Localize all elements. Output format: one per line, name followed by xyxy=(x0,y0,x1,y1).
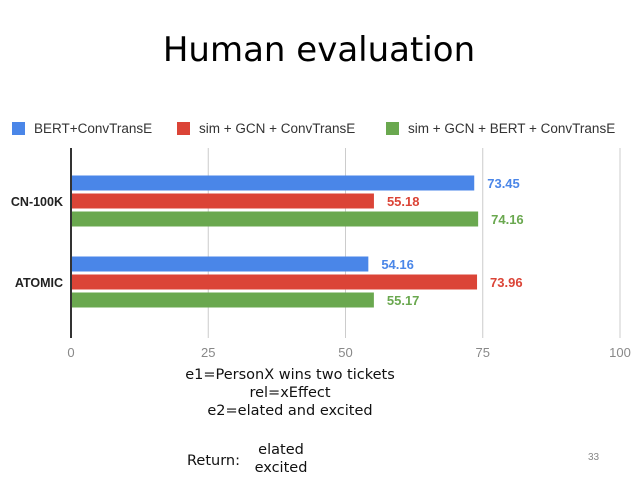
x-tick-label-50: 50 xyxy=(338,345,352,360)
page-title: Human evaluation xyxy=(162,30,476,70)
return-value-2: excited xyxy=(254,460,308,476)
bar-atomic-series-2 xyxy=(71,274,478,290)
data-label-cn-100k-series-2: 55.18 xyxy=(387,194,420,209)
bar-atomic-series-3 xyxy=(71,292,374,308)
data-label-cn-100k-series-3: 74.16 xyxy=(491,212,524,227)
x-tick-label-75: 75 xyxy=(476,345,490,360)
legend-swatch-2 xyxy=(177,122,190,135)
return-value-1: elated xyxy=(258,442,304,458)
legend-label-1: BERT+ConvTransE xyxy=(34,121,152,136)
return-values: elated excited xyxy=(250,441,312,477)
legend-label-2: sim + GCN + ConvTransE xyxy=(199,121,355,136)
category-label-cn-100k: CN-100K xyxy=(11,195,63,209)
bar-cn-100k-series-1 xyxy=(71,175,475,191)
legend-swatch-3 xyxy=(386,122,399,135)
bar-cn-100k-series-2 xyxy=(71,193,374,209)
example-block: e1=PersonX wins two tickets rel=xEffect … xyxy=(130,366,450,420)
example-line-rel: rel=xEffect xyxy=(249,385,331,401)
legend-label-3: sim + GCN + BERT + ConvTransE xyxy=(408,121,615,136)
example-line-e2: e2=elated and excited xyxy=(207,403,373,419)
data-label-cn-100k-series-1: 73.45 xyxy=(487,176,520,191)
category-label-atomic: ATOMIC xyxy=(15,276,63,290)
example-line-e1: e1=PersonX wins two tickets xyxy=(185,367,395,383)
bar-cn-100k-series-3 xyxy=(71,211,479,227)
return-label: Return: xyxy=(187,453,241,469)
x-tick-label-0: 0 xyxy=(67,345,74,360)
data-label-atomic-series-2: 73.96 xyxy=(490,275,523,290)
page-number: 33 xyxy=(588,452,600,463)
data-label-atomic-series-1: 54.16 xyxy=(381,257,414,272)
bar-atomic-series-1 xyxy=(71,256,369,272)
legend-swatch-1 xyxy=(12,122,25,135)
x-tick-label-100: 100 xyxy=(609,345,631,360)
data-label-atomic-series-3: 55.17 xyxy=(387,293,420,308)
x-tick-label-25: 25 xyxy=(201,345,215,360)
